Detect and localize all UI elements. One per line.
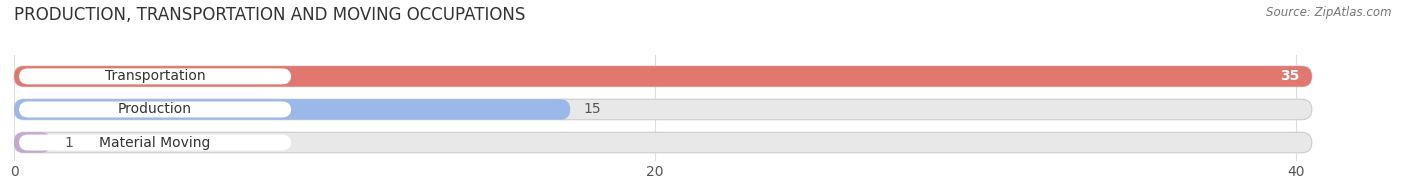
FancyBboxPatch shape xyxy=(14,99,1312,120)
FancyBboxPatch shape xyxy=(14,66,1312,87)
FancyBboxPatch shape xyxy=(18,134,291,151)
Text: Production: Production xyxy=(118,103,193,116)
FancyBboxPatch shape xyxy=(14,66,1312,87)
Text: 15: 15 xyxy=(583,103,600,116)
FancyBboxPatch shape xyxy=(18,102,291,117)
Text: Source: ZipAtlas.com: Source: ZipAtlas.com xyxy=(1267,6,1392,19)
Text: PRODUCTION, TRANSPORTATION AND MOVING OCCUPATIONS: PRODUCTION, TRANSPORTATION AND MOVING OC… xyxy=(14,6,526,24)
FancyBboxPatch shape xyxy=(14,132,1312,153)
FancyBboxPatch shape xyxy=(18,68,291,84)
Text: Material Moving: Material Moving xyxy=(100,135,211,150)
FancyBboxPatch shape xyxy=(14,99,571,120)
Text: Transportation: Transportation xyxy=(104,69,205,83)
Text: 1: 1 xyxy=(63,135,73,150)
FancyBboxPatch shape xyxy=(14,132,51,153)
Text: 35: 35 xyxy=(1279,69,1299,83)
